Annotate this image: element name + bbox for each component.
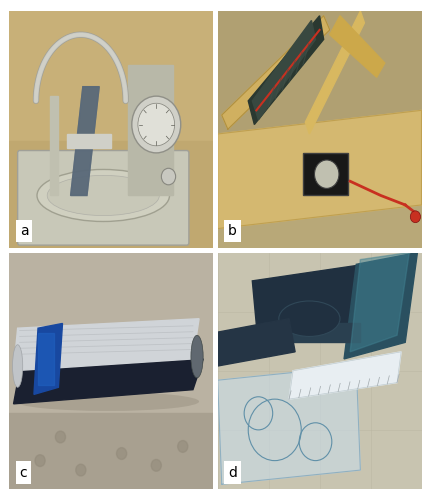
- Text: b: b: [227, 224, 236, 238]
- Polygon shape: [217, 366, 359, 484]
- Polygon shape: [252, 20, 315, 120]
- Polygon shape: [252, 264, 370, 347]
- Bar: [303, 153, 347, 196]
- Text: d: d: [227, 466, 236, 479]
- Bar: [9, 414, 213, 489]
- Bar: [50, 96, 58, 196]
- Bar: [38, 333, 54, 385]
- Ellipse shape: [47, 176, 159, 216]
- Polygon shape: [71, 86, 99, 196]
- Bar: [217, 11, 421, 164]
- Bar: [127, 66, 172, 196]
- Circle shape: [177, 440, 187, 452]
- Polygon shape: [304, 11, 364, 134]
- Bar: [9, 141, 213, 248]
- Bar: [66, 134, 111, 148]
- Circle shape: [314, 160, 338, 188]
- Circle shape: [35, 454, 45, 466]
- Polygon shape: [213, 318, 295, 366]
- Polygon shape: [13, 318, 199, 371]
- Circle shape: [138, 103, 174, 146]
- Polygon shape: [13, 359, 203, 404]
- Text: a: a: [20, 224, 28, 238]
- Polygon shape: [221, 16, 329, 129]
- Polygon shape: [34, 324, 62, 394]
- Polygon shape: [329, 16, 384, 77]
- Circle shape: [76, 464, 86, 476]
- FancyBboxPatch shape: [18, 150, 188, 245]
- Ellipse shape: [190, 336, 203, 378]
- Circle shape: [55, 431, 65, 443]
- Ellipse shape: [12, 344, 23, 388]
- Circle shape: [409, 211, 420, 222]
- Bar: [9, 11, 213, 141]
- Bar: [262, 324, 359, 342]
- Polygon shape: [289, 352, 400, 399]
- Polygon shape: [217, 110, 421, 228]
- Ellipse shape: [278, 301, 339, 336]
- Circle shape: [161, 168, 175, 185]
- Polygon shape: [71, 86, 99, 196]
- Circle shape: [116, 448, 126, 460]
- Circle shape: [132, 96, 180, 153]
- Polygon shape: [343, 252, 417, 359]
- Ellipse shape: [15, 392, 199, 411]
- Polygon shape: [248, 16, 323, 124]
- Text: c: c: [20, 466, 27, 479]
- Polygon shape: [349, 252, 408, 352]
- Ellipse shape: [37, 170, 169, 222]
- Circle shape: [151, 460, 161, 471]
